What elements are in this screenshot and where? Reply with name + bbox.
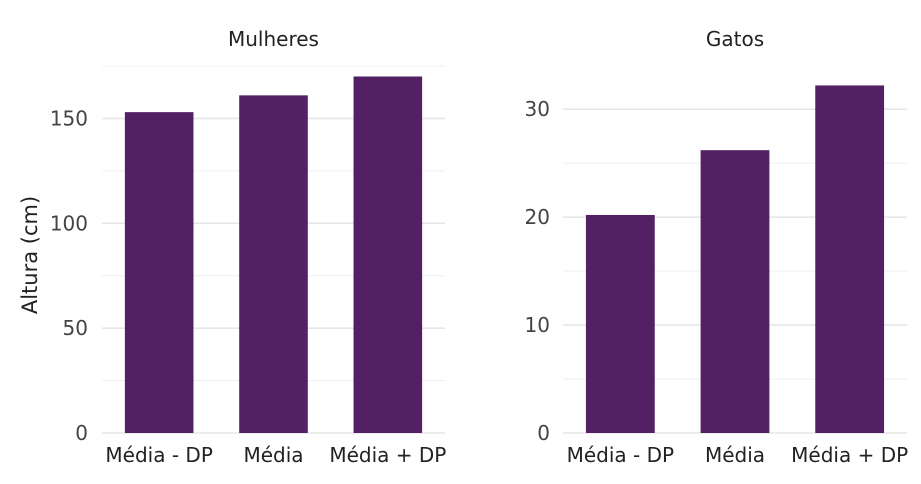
x-tick-label: Média - DP <box>567 443 674 467</box>
x-tick-label: Média - DP <box>105 443 212 467</box>
y-axis-label: Altura (cm) <box>18 196 42 314</box>
y-tick-label: 100 <box>50 211 88 235</box>
y-tick-label: 150 <box>50 106 88 130</box>
y-tick-label: 30 <box>525 97 550 121</box>
bar <box>239 95 308 434</box>
panel-1: 0 50 100 150 Média - DP Média Média + DP Mulher… <box>50 27 447 467</box>
panel-2: 0 10 20 30 Média - DP Média Média + DP Gatos <box>525 27 909 467</box>
bar <box>124 112 194 433</box>
bar <box>585 214 655 433</box>
y-tick-label: 0 <box>75 421 88 445</box>
y-tick-label: 0 <box>537 421 550 445</box>
bar <box>353 76 423 433</box>
panel-title: Mulheres <box>228 27 319 51</box>
x-tick-label: Média <box>243 443 303 467</box>
x-tick-label: Média + DP <box>329 443 446 467</box>
x-tick-label: Média <box>705 443 765 467</box>
x-tick-label: Média + DP <box>791 443 908 467</box>
y-tick-label: 50 <box>63 316 88 340</box>
y-tick-label: 10 <box>525 313 550 337</box>
bar <box>815 85 885 433</box>
panel-title: Gatos <box>706 27 764 51</box>
y-tick-label: 20 <box>525 205 550 229</box>
bar <box>700 150 770 433</box>
